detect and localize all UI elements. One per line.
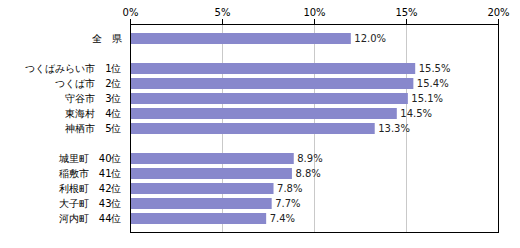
svg-text:8.9%: 8.9% bbox=[297, 153, 322, 164]
svg-text:15%: 15% bbox=[395, 7, 417, 18]
svg-text:城里町 40位: 城里町 40位 bbox=[58, 153, 122, 164]
svg-text:15.4%: 15.4% bbox=[417, 78, 449, 89]
svg-text:稲敷市 41位: 稲敷市 41位 bbox=[59, 168, 122, 179]
svg-text:つくば市 2位: つくば市 2位 bbox=[55, 78, 121, 89]
svg-text:神栖市 5位: 神栖市 5位 bbox=[65, 123, 121, 134]
svg-text:13.3%: 13.3% bbox=[378, 123, 410, 134]
svg-text:12.0%: 12.0% bbox=[354, 33, 386, 44]
svg-text:7.8%: 7.8% bbox=[277, 183, 302, 194]
svg-text:14.5%: 14.5% bbox=[400, 108, 432, 119]
svg-text:8.8%: 8.8% bbox=[295, 168, 320, 179]
svg-text:5%: 5% bbox=[215, 7, 231, 18]
svg-text:利根町 42位: 利根町 42位 bbox=[59, 183, 122, 194]
svg-text:つくばみらい市 1位: つくばみらい市 1位 bbox=[25, 63, 121, 74]
svg-text:7.4%: 7.4% bbox=[270, 213, 295, 224]
svg-text:守谷市 3位: 守谷市 3位 bbox=[65, 93, 121, 104]
svg-text:15.1%: 15.1% bbox=[411, 93, 443, 104]
svg-text:大子町 43位: 大子町 43位 bbox=[59, 198, 122, 209]
svg-text:10%: 10% bbox=[303, 7, 325, 18]
svg-text:0%: 0% bbox=[123, 7, 139, 18]
svg-text:全 県: 全 県 bbox=[92, 33, 122, 44]
svg-text:7.7%: 7.7% bbox=[275, 198, 300, 209]
svg-text:20%: 20% bbox=[487, 7, 509, 18]
svg-text:河内町 44位: 河内町 44位 bbox=[59, 213, 122, 224]
svg-text:東海村 4位: 東海村 4位 bbox=[65, 108, 121, 119]
svg-text:15.5%: 15.5% bbox=[419, 63, 451, 74]
